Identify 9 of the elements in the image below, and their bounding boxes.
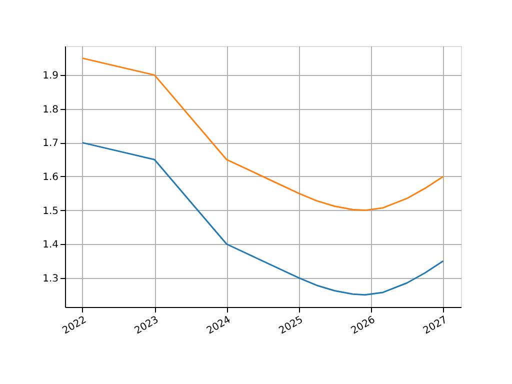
- y-tick-label: 1.9: [42, 70, 58, 82]
- y-tick-label: 1.6: [42, 172, 58, 183]
- y-tick-label: 1.7: [42, 138, 58, 150]
- line-series: [82, 57, 444, 212]
- y-tick-label: 1.4: [42, 240, 58, 251]
- y-tick-label: 1.8: [42, 104, 58, 116]
- y-tick-label: 1.3: [42, 273, 58, 284]
- line-series: [82, 142, 444, 296]
- y-tick-label: 1.5: [42, 206, 58, 217]
